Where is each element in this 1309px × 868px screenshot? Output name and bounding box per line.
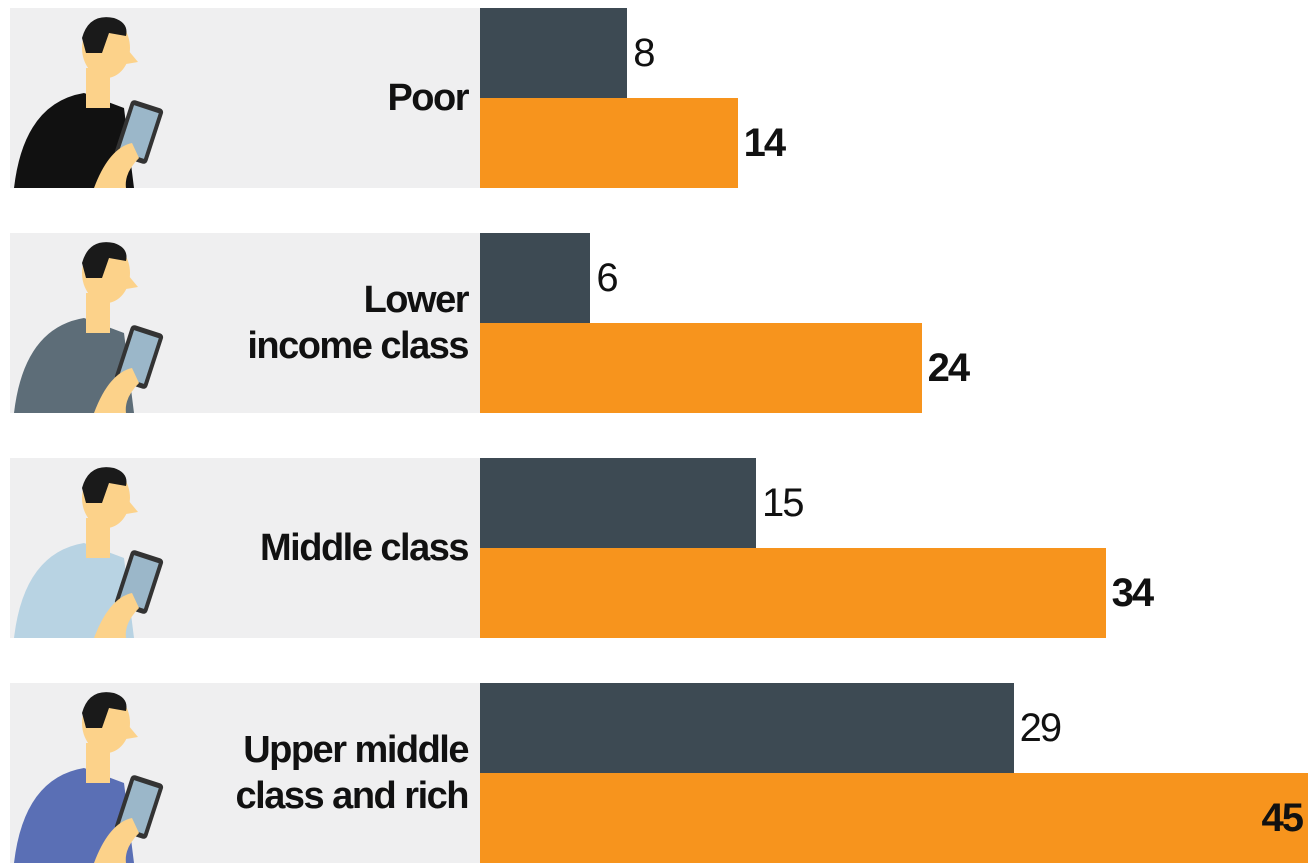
person-icon: [14, 458, 174, 638]
person-svg: [14, 242, 164, 413]
person-svg: [14, 17, 164, 188]
category-label: Upper middle class and rich: [235, 729, 470, 817]
bar: [480, 323, 922, 413]
bar: [480, 683, 1014, 773]
person-icon: [14, 683, 174, 863]
category-label: Lower income class: [247, 279, 469, 367]
value-label: 29: [1019, 706, 1062, 750]
bar: [480, 773, 1308, 863]
value-label: 15: [762, 481, 804, 525]
value-label: 24: [927, 346, 970, 390]
person-icon: [14, 233, 174, 413]
bar: [480, 458, 756, 548]
category-label: Middle class: [260, 527, 469, 569]
bar: [480, 233, 591, 323]
person-svg: [14, 692, 164, 863]
person-svg: [14, 467, 164, 638]
bar: [480, 8, 628, 98]
value-label: 34: [1111, 571, 1154, 615]
value-label: 8: [633, 31, 655, 75]
value-label: 14: [743, 121, 786, 165]
person-icon: [14, 8, 174, 188]
category-label: Poor: [387, 77, 469, 119]
bar: [480, 98, 738, 188]
bar: [480, 548, 1106, 638]
value-label: 45: [1261, 796, 1304, 840]
value-label: 6: [596, 256, 618, 300]
